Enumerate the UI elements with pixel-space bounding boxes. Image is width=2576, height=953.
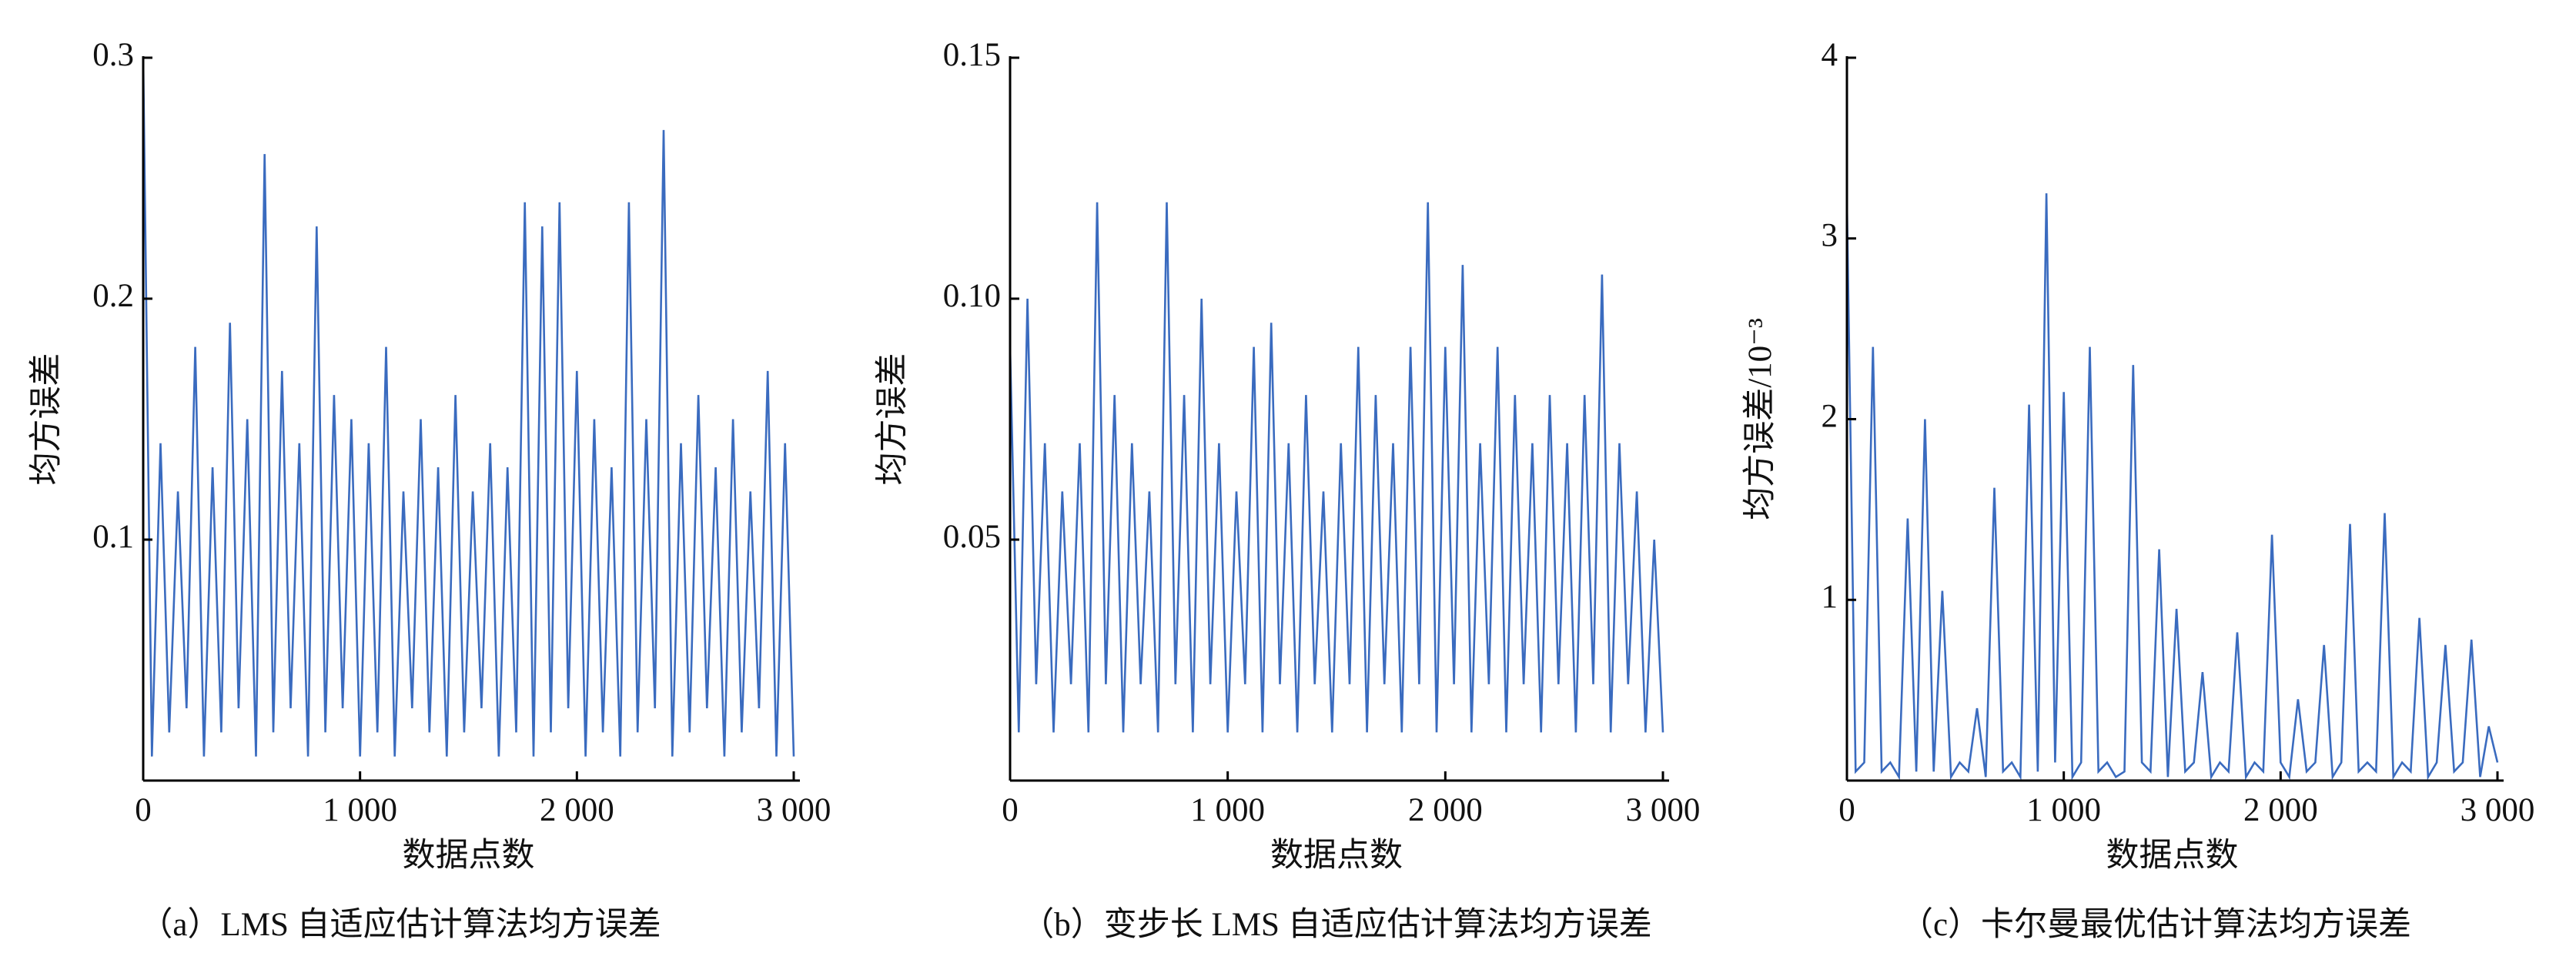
y-tick-label: 0.10 [943,278,1001,314]
caption: （b）变步长 LMS 自适应估计算法均方误差 [1021,906,1651,943]
x-tick-label: 1 000 [2026,792,2101,828]
y-tick-label: 0.3 [92,37,134,73]
x-tick-label: 0 [1002,792,1019,828]
y-tick-label: 0.15 [943,37,1001,73]
y-tick-label: 0.1 [92,519,134,555]
y-tick-label: 0.2 [92,278,134,314]
x-tick-label: 3 000 [2461,792,2535,828]
y-axis-label: 均方误差 [875,353,911,486]
x-tick-label: 0 [135,792,152,828]
x-tick-label: 1 000 [1190,792,1265,828]
x-axis-label: 数据点数 [2106,838,2239,874]
y-axis-label: 均方误差/10⁻³ [1742,318,1778,520]
mse-line [142,57,795,757]
y-tick-label: 1 [1822,579,1838,615]
caption: （a）LMS 自适应估计算法均方误差 [139,906,661,943]
x-tick-label: 1 000 [323,792,397,828]
x-tick-label: 3 000 [757,792,831,828]
mse-line [1845,193,2499,781]
x-axis-label: 数据点数 [1270,838,1403,874]
mse-line [1009,202,1664,733]
x-tick-label: 0 [1838,792,1855,828]
caption: （c）卡尔曼最优估计算法均方误差 [1900,906,2411,943]
y-tick-label: 0.05 [943,519,1001,555]
x-axis-label: 数据点数 [403,838,535,874]
y-tick-label: 2 [1822,398,1838,434]
x-tick-label: 2 000 [540,792,614,828]
y-tick-label: 3 [1822,218,1838,254]
y-tick-label: 4 [1822,37,1838,73]
x-tick-label: 3 000 [1626,792,1701,828]
x-tick-label: 2 000 [2243,792,2318,828]
x-tick-label: 2 000 [1408,792,1483,828]
y-axis-label: 均方误差 [28,353,65,486]
